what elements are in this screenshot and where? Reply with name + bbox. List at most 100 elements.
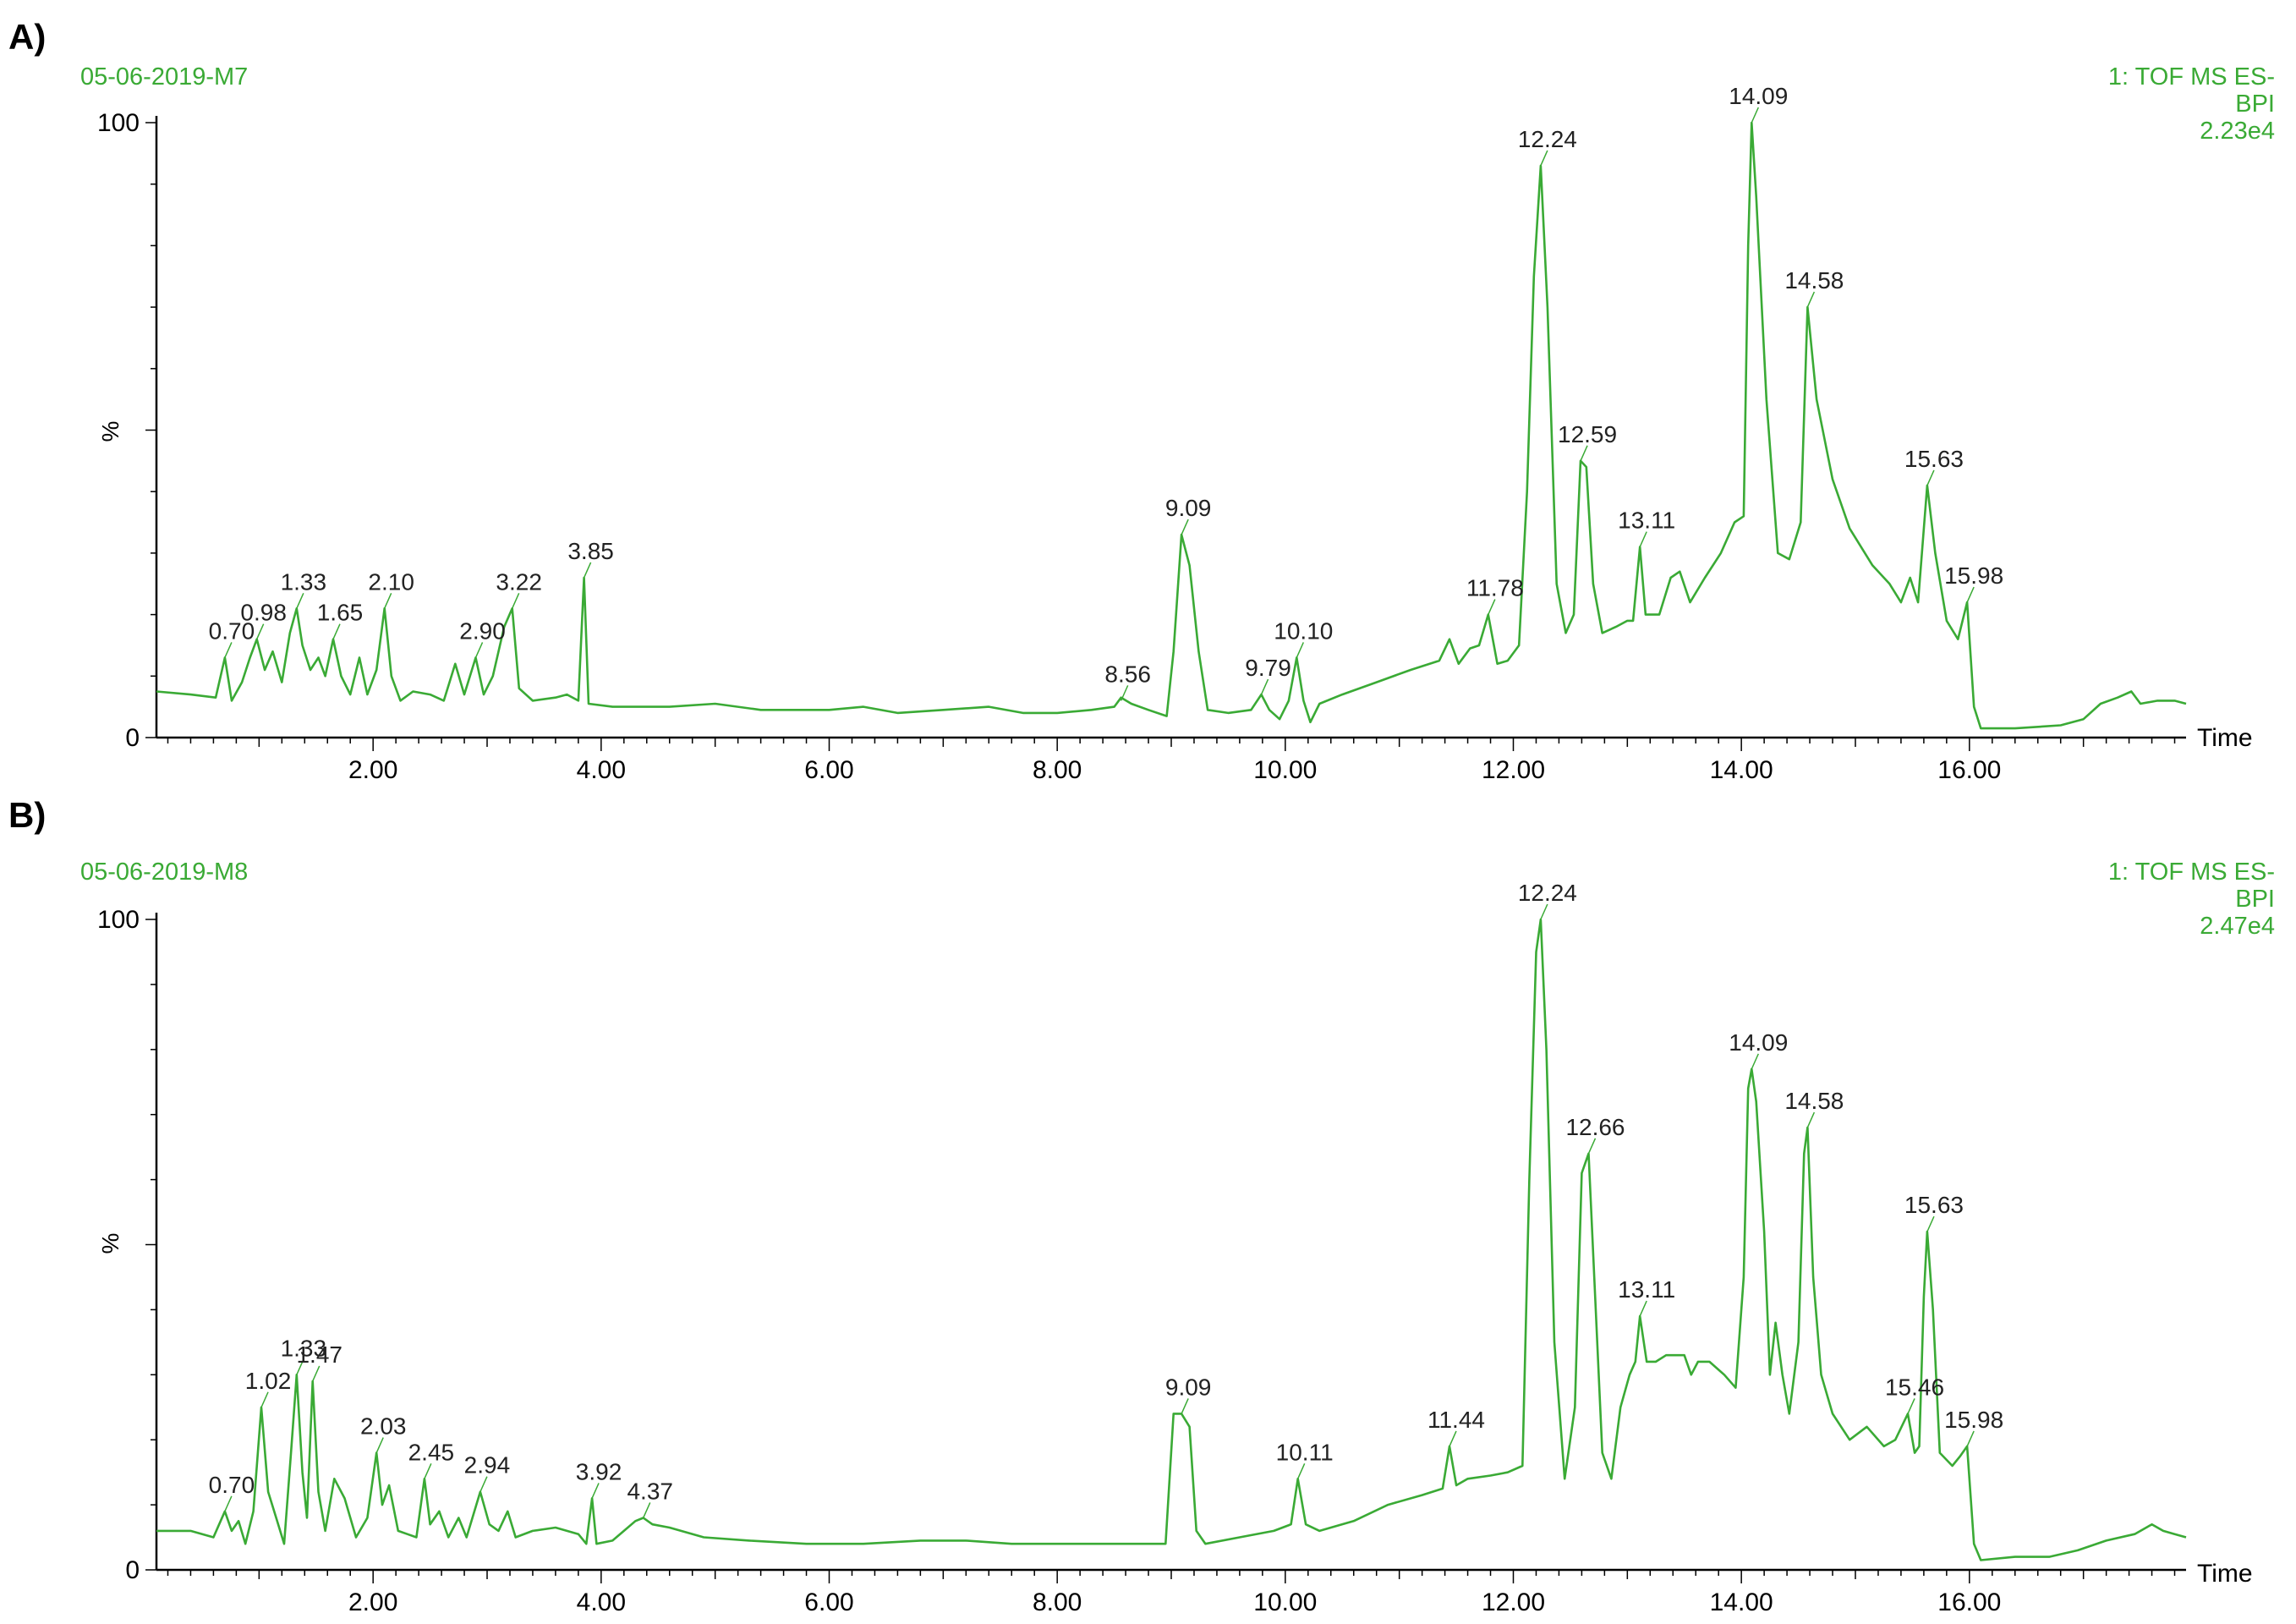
- peak-label: 2.10: [368, 568, 414, 595]
- y-axis-label: %: [97, 421, 123, 442]
- peak-labels: 0.700.98 1.33 1.652.10 2.90 3.22 3.85 8.56 9.09…: [209, 83, 2003, 701]
- x-tick-label: 16.00: [1937, 1588, 2001, 1616]
- peak-label: 1.65: [317, 600, 364, 626]
- peak-leader-line: [511, 593, 520, 609]
- peak-label: 2.94: [464, 1452, 511, 1479]
- peak-leader-line: [1907, 1398, 1915, 1414]
- peak-label: 12.59: [1558, 421, 1617, 447]
- peak-leader-line: [224, 642, 233, 658]
- peak-leader-line: [583, 562, 592, 579]
- axes: 2.00 4.00 6.00 8.00 10.00 12.00 14.00 16.00 0 100: [97, 906, 2186, 1616]
- x-tick-label: 14.00: [1710, 756, 1773, 784]
- x-tick-label: 8.00: [1033, 756, 1082, 784]
- x-tick-label: 6.00: [804, 756, 853, 784]
- header-line-3: 2.23e4: [2200, 118, 2275, 145]
- peak-leader-line: [1966, 1430, 1975, 1447]
- header-line-3: 2.47e4: [2200, 913, 2275, 940]
- peak-label: 0.98: [240, 600, 287, 626]
- peak-label: 15.63: [1904, 1192, 1964, 1218]
- peak-label: 0.70: [209, 617, 255, 644]
- x-tick-label: 14.00: [1710, 1588, 1773, 1616]
- x-tick-label: 2.00: [348, 756, 397, 784]
- peak-label: 3.92: [576, 1458, 622, 1484]
- header-line-1: 1: TOF MS ES-: [2108, 63, 2275, 91]
- x-tick-label: 6.00: [804, 1588, 853, 1616]
- peak-label: 9.09: [1165, 1374, 1212, 1400]
- peak-leader-line: [1488, 599, 1496, 615]
- peak-label: 14.09: [1729, 1029, 1788, 1056]
- peak-leader-line: [1751, 1053, 1759, 1070]
- peak-label: 12.24: [1518, 126, 1577, 152]
- peak-label: 15.46: [1885, 1374, 1944, 1400]
- x-tick-label: 10.00: [1253, 756, 1317, 784]
- panel-label: A): [8, 17, 46, 57]
- peak-leader-line: [1296, 1463, 1306, 1479]
- x-tick-label: 8.00: [1033, 1588, 1082, 1616]
- peak-leader-line: [1181, 518, 1189, 535]
- peak-leader-line: [1181, 1398, 1189, 1414]
- peak-leader-line: [591, 1483, 600, 1499]
- chromatogram-trace: [156, 918, 2187, 1561]
- y-tick-label: 100: [97, 906, 140, 934]
- y-tick-label: 0: [125, 1556, 140, 1584]
- peak-label: 14.58: [1784, 267, 1844, 294]
- peak-leader-line: [375, 1437, 384, 1453]
- peak-leader-line: [1926, 1215, 1935, 1232]
- x-tick-label: 4.00: [577, 1588, 626, 1616]
- y-axis-label: %: [97, 1233, 123, 1254]
- peak-label: 15.63: [1904, 446, 1964, 472]
- peak-leader-line: [1926, 469, 1935, 486]
- peak-label: 14.58: [1784, 1088, 1844, 1114]
- x-axis-label: Time: [2197, 1560, 2253, 1588]
- chromatogram-trace: [156, 121, 2187, 730]
- peak-label: 14.09: [1729, 83, 1788, 109]
- peak-label: 11.44: [1427, 1407, 1485, 1433]
- peak-leader-line: [383, 593, 392, 609]
- y-tick-label: 0: [125, 724, 140, 752]
- peak-leader-line: [255, 623, 265, 639]
- peak-label: 15.98: [1944, 562, 2003, 589]
- peak-label: 1.47: [296, 1341, 342, 1368]
- peak-label: 15.98: [1944, 1407, 2003, 1433]
- header-line-1: 1: TOF MS ES-: [2108, 859, 2275, 886]
- peak-leader-line: [1540, 150, 1548, 167]
- x-tick-label: 10.00: [1253, 1588, 1317, 1616]
- header-line-2: BPI: [2235, 91, 2275, 118]
- sample-name: 05-06-2019-M7: [80, 63, 248, 91]
- x-tick-label: 2.00: [348, 1588, 397, 1616]
- peak-leader-line: [1449, 1430, 1457, 1447]
- x-tick-label: 4.00: [577, 756, 626, 784]
- peak-label: 10.10: [1274, 617, 1333, 644]
- peak-label: 9.09: [1165, 495, 1212, 521]
- peak-label: 13.11: [1618, 1276, 1675, 1303]
- peak-leader-line: [1806, 1111, 1816, 1128]
- peak-leader-line: [332, 623, 341, 639]
- peak-leader-line: [224, 1495, 233, 1512]
- peak-leader-line: [1639, 531, 1647, 547]
- peak-leader-line: [1806, 291, 1816, 308]
- peak-label: 11.78: [1466, 575, 1524, 601]
- peak-leader-line: [474, 642, 484, 658]
- x-tick-label: 16.00: [1937, 756, 2001, 784]
- peak-label: 1.33: [281, 1335, 327, 1361]
- peak-label: 12.24: [1518, 880, 1577, 906]
- chromatogram-panel-b: B) 05-06-2019-M8 1: TOF MS ES- BPI 2.47e…: [8, 795, 2275, 1616]
- peak-label: 12.66: [1565, 1114, 1625, 1140]
- peak-leader-line: [1120, 685, 1129, 701]
- peak-label: 8.56: [1104, 661, 1151, 687]
- y-tick-label: 100: [97, 109, 140, 137]
- peak-label: 9.79: [1245, 655, 1291, 681]
- peak-leader-line: [479, 1476, 488, 1493]
- peak-leader-line: [1966, 586, 1975, 603]
- peak-label: 10.11: [1276, 1439, 1334, 1465]
- peak-label: 4.37: [627, 1478, 673, 1504]
- peak-labels: 0.70 1.02 1.331.47 2.032.45 2.94 3.924.37 9.09…: [209, 880, 2003, 1518]
- peak-label: 1.02: [245, 1368, 292, 1394]
- peak-label: 1.33: [281, 568, 327, 595]
- peak-label: 3.22: [496, 568, 542, 595]
- peak-label: 13.11: [1618, 508, 1675, 534]
- peak-leader-line: [1540, 903, 1548, 920]
- peak-leader-line: [312, 1365, 321, 1382]
- peak-leader-line: [424, 1463, 432, 1479]
